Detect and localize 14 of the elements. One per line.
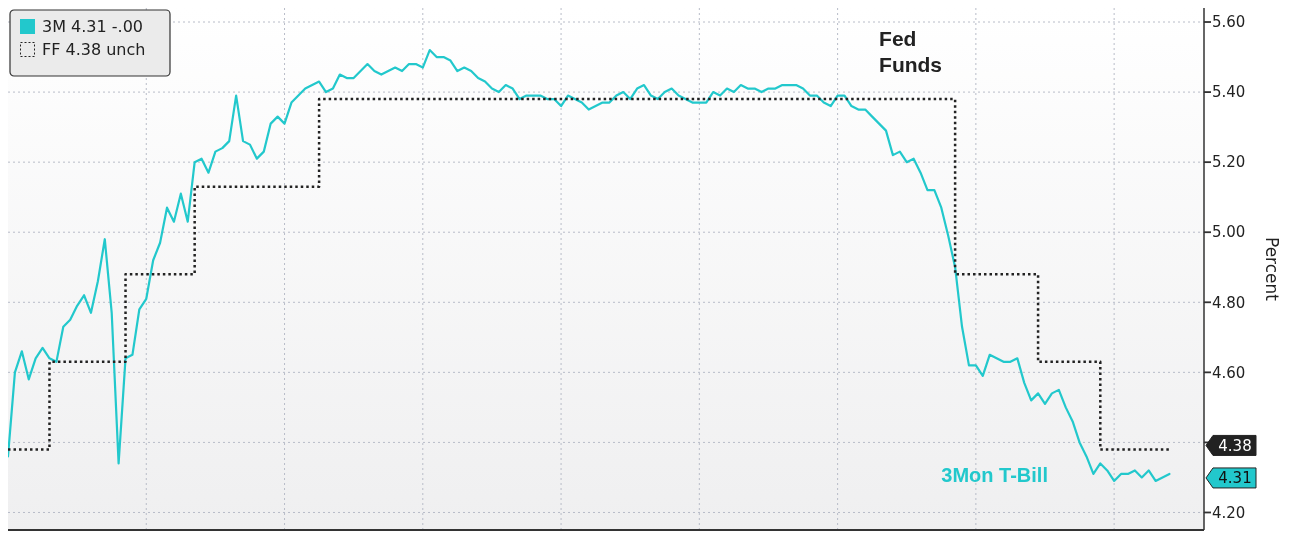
legend-label: 3M 4.31 -.00	[42, 17, 143, 37]
y-tick-label: 4.80	[1212, 293, 1246, 312]
y-tick-label: 4.20	[1212, 503, 1246, 522]
text: 4.31	[1218, 469, 1252, 488]
annotation: 3Mon T-Bill	[941, 464, 1048, 486]
y-tick-label: 5.40	[1212, 83, 1246, 102]
y-tick-label: 5.00	[1212, 223, 1246, 242]
y-tick-label: 5.60	[1212, 13, 1246, 32]
annotation: Fed Funds	[879, 27, 943, 76]
text: 4.38	[1218, 436, 1252, 455]
y-tick-label: 5.20	[1212, 153, 1246, 172]
y-axis-title: Percent	[1262, 237, 1282, 302]
legend-label: FF 4.38 unch	[42, 40, 146, 60]
y-tick-label: 4.60	[1212, 363, 1246, 382]
